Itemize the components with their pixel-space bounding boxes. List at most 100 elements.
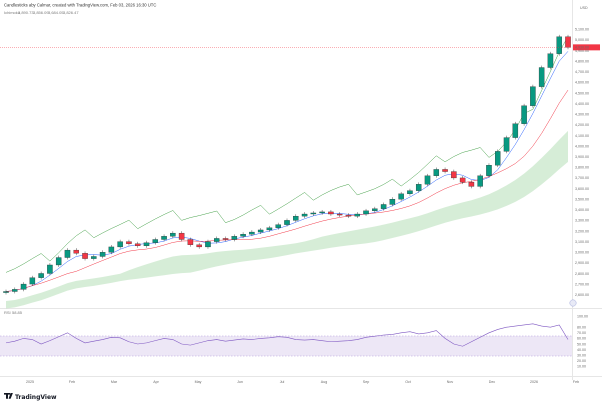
rsi-band [0,336,572,356]
tradingview-logo: TradingView [4,393,57,401]
candle-body [319,211,325,214]
candle-body [178,232,185,240]
indicator-value-4: 3,826.47 [63,10,79,15]
price-tick-label: 4,900.00 [575,49,589,53]
time-tick-label: May [195,380,202,384]
time-axis[interactable]: 2025 Feb Mar Apr May Jun Jul Aug Sep Oct Nov Dec 202… [26,380,579,384]
last-price-badge [573,44,600,51]
tradingview-logo-icon [4,393,13,399]
candle-body [328,211,334,215]
candle-body [249,231,255,235]
price-tick-label: 3,200.00 [575,229,589,233]
candle-body [503,137,510,152]
price-tick-label: 4,600.00 [575,81,589,85]
rsi-tick-label: 60.00 [577,337,586,341]
currency-label: USD [580,6,588,10]
candlestick-series [3,34,571,295]
candle-body [117,241,123,248]
rsi-line [5,323,569,347]
moving-average-slow-line [5,89,569,292]
candle-body [12,289,18,292]
candle-body [196,244,202,248]
candle-body [108,246,115,253]
price-tick-label: 5,000.00 [575,38,589,42]
candle-body [222,238,229,240]
price-tick-label: 3,700.00 [575,176,589,180]
price-tick-label: 3,400.00 [575,208,589,212]
candle-body [64,249,71,258]
candle-body [547,53,554,68]
candle-body [99,252,106,257]
candle-body [380,204,387,209]
candle-body [512,123,519,138]
rsi-tick-label: 50.00 [577,342,586,346]
candle-body [415,184,422,191]
candle-body [3,291,9,293]
time-tick-label: Jun [237,380,243,384]
candle-body [310,212,317,215]
candle-body [205,241,211,248]
candle-body [477,175,483,187]
candle-body [187,239,194,245]
time-tick-label: 2025 [26,380,34,384]
indicator-value-2: 3,856.09 [33,10,49,15]
candle-body [389,199,396,205]
candle-body [442,169,448,172]
candle-body [556,36,562,54]
price-tick-label: 4,000.00 [575,144,589,148]
price-tick-label: 3,000.00 [575,251,589,255]
candle-body [345,214,352,217]
time-tick-label: 2026 [530,380,538,384]
time-tick-label: Sep [363,380,369,384]
price-tick-label: 3,300.00 [575,219,589,223]
candle-body [521,105,527,124]
indicator-value-1: 3,890.73 [18,10,34,15]
candle-body [82,253,88,259]
price-tick-label: 3,900.00 [575,155,589,159]
candle-body [336,213,343,216]
candle-body [565,36,571,48]
indicator-value-3: 3,684.05 [48,10,64,15]
price-tick-label: 4,200.00 [575,123,589,127]
price-tick-label: 4,700.00 [575,70,589,74]
candle-body [73,249,79,254]
price-tick-label: 4,300.00 [575,113,589,117]
ichimoku-cloud-area [6,130,568,309]
last-price-label: 4,930.00 [575,46,589,50]
candle-body [161,236,167,240]
candle-body [495,151,501,166]
time-tick-label: Feb [573,380,579,384]
candle-body [20,283,27,290]
candle-body [284,220,290,225]
candle-body [363,210,369,215]
candle-body [301,213,308,217]
candle-body [468,182,475,187]
candle-body [354,213,360,217]
candle-body [372,208,378,211]
candle-body [126,241,132,244]
candle-body [257,229,264,233]
chart-title: Candlesticks aby Calmar, created with Tr… [4,3,156,8]
candle-body [407,190,413,194]
time-tick-label: Jul [280,380,285,384]
candle-body [530,86,536,106]
chart-settings-icon[interactable] [569,299,577,307]
candle-body [47,264,53,274]
price-tick-label: 4,500.00 [575,91,589,95]
candle-body [143,242,150,247]
time-tick-label: Nov [447,380,454,384]
price-tick-label: 4,100.00 [575,134,589,138]
time-tick-label: Oct [405,380,411,384]
price-axis[interactable]: 5,100.00 5,000.00 4,900.00 4,800.00 4,700.00… [575,28,589,297]
candle-body [231,236,238,240]
candle-body [38,273,44,278]
price-tick-label: 4,800.00 [575,59,589,63]
rsi-tick-label: 40.00 [577,348,586,352]
candle-body [152,239,159,243]
price-tick-label: 2,900.00 [575,261,589,265]
rsi-tick-label: 70.00 [577,331,586,335]
time-tick-label: Dec [489,380,496,384]
rsi-label: RSI [4,310,11,315]
